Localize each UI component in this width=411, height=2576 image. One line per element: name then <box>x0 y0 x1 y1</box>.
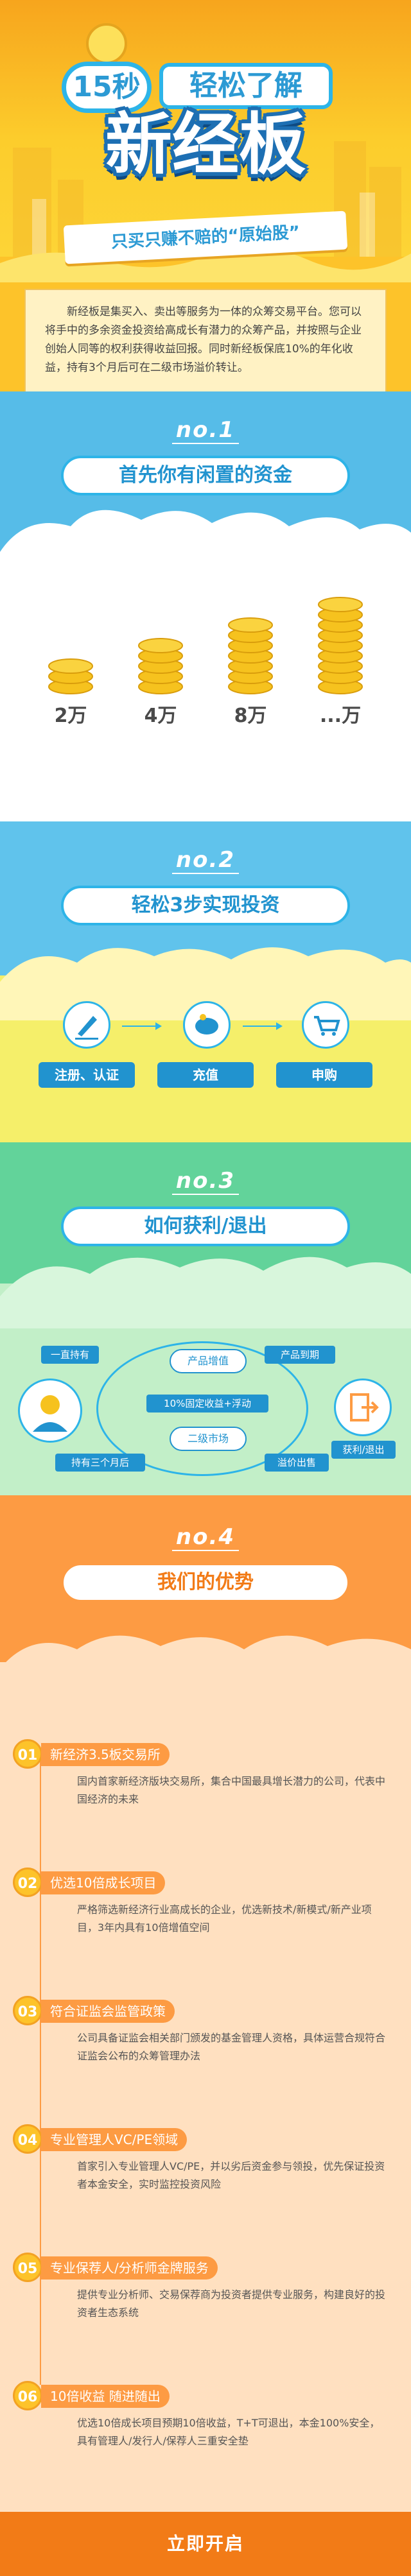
advantage-title: 专业管理人VC/PE领域 <box>41 2128 188 2151</box>
coin-stacks <box>48 597 363 694</box>
cloud-decor <box>0 248 411 282</box>
amount-label: 2万 <box>54 705 87 727</box>
advantage-title: 符合证监会监管政策 <box>41 2000 175 2023</box>
section-steps: no.2 轻松3步实现投资 注册、认证 充值 申购 <box>0 821 411 1142</box>
section-number: no.3 <box>0 1168 411 1195</box>
piggy-bank-icon <box>183 1001 231 1049</box>
arrow-right-icon <box>122 1022 162 1030</box>
timeline-line <box>40 1756 41 2385</box>
amount-label: 4万 <box>144 705 177 727</box>
section-number: no.2 <box>0 847 411 874</box>
hold-3m-label: 持有三个月后 <box>55 1454 145 1472</box>
step-recharge: 充值 <box>157 1062 254 1088</box>
advantage-number: 03 <box>13 1996 42 2025</box>
advantage-title: 专业保荐人/分析师金牌服务 <box>41 2256 218 2280</box>
premium-label: 溢价出售 <box>265 1454 329 1472</box>
advantage-number: 05 <box>13 2253 42 2282</box>
hero-decor-svg <box>0 23 411 282</box>
section-profit-exit: no.3 如何获利/退出 一直持有 持有三个月后 产品增值 产品到期 10%固定… <box>0 1142 411 1495</box>
section-title: 我们的优势 <box>61 1563 350 1602</box>
advantage-text: 提供专业分析师、交易保荐商为投资者提供专业服务，构建良好的投资者生态系统 <box>77 2288 386 2319</box>
building-decor <box>13 148 51 257</box>
section-number: no.1 <box>0 417 411 444</box>
advantage-title: 10倍收益 随进随出 <box>41 2385 170 2408</box>
hero-tagline: 轻松了解 <box>159 63 333 109</box>
advantage-text: 首家引入专业管理人VC/PE，并以劣后资金参与领投，优先保证投资者本金安全，实时… <box>77 2160 385 2190</box>
coin-stack-icon <box>48 658 93 694</box>
section-title: 轻松3步实现投资 <box>61 886 350 925</box>
amount-label: 8万 <box>234 705 267 727</box>
hero-title: 新经板 <box>105 105 306 184</box>
building-decor <box>360 193 375 257</box>
coin-stack-icon <box>228 617 273 694</box>
section-title: 如何获利/退出 <box>61 1206 350 1246</box>
profit-exit-label: 获利/退出 <box>331 1441 396 1459</box>
step-register: 注册、认证 <box>39 1062 135 1088</box>
hero-time: 15秒 <box>62 62 152 113</box>
advantage-text: 优选10倍成长项目预期10倍收益，T+T可退出，本金100%安全，具有管理人/发… <box>77 2417 380 2447</box>
flow-ring <box>96 1341 308 1476</box>
alarm-clock-icon <box>86 23 127 64</box>
section-advantages: no.4 我们的优势 01 新经济3.5板交易所 国内首家新经济版块交易所，集合… <box>0 1495 411 2576</box>
advantage-number: 01 <box>13 1739 42 1769</box>
advantage-text: 严格筛选新经济行业高成长的企业，优选新技术/新模式/新产业项目，3年内具有10倍… <box>77 1903 372 1934</box>
advantage-number: 02 <box>13 1868 42 1897</box>
building-decor <box>32 199 46 257</box>
step-subscribe: 申购 <box>276 1062 372 1088</box>
guarantee-label: 10%固定收益+浮动 <box>146 1395 268 1413</box>
advantage-number: 04 <box>13 2124 42 2154</box>
advantage-title: 优选10倍成长项目 <box>41 1871 166 1894</box>
user-avatar-icon <box>18 1378 82 1443</box>
exit-icon <box>334 1378 392 1436</box>
arrow-right-icon <box>243 1022 283 1030</box>
coin-stack-icon <box>318 597 363 694</box>
maturity-label: 产品到期 <box>265 1346 335 1364</box>
advantage-number: 06 <box>13 2381 42 2410</box>
hold-all-label: 一直持有 <box>41 1346 99 1364</box>
advantage-text: 公司具备证监会相关部门颁发的基金管理人资格，具体运营合规符合证监会公布的众筹管理… <box>77 2032 386 2062</box>
product-growth: 产品增值 <box>170 1349 247 1373</box>
advantage-text: 国内首家新经济版块交易所，集合中国最具增长潜力的公司，代表中国经济的未来 <box>77 1775 386 1805</box>
start-now-button[interactable]: 立即开启 <box>0 2512 411 2576</box>
coin-stack-icon <box>138 638 183 694</box>
secondary-market: 二级市场 <box>170 1427 247 1451</box>
advantage-title: 新经济3.5板交易所 <box>41 1743 170 1766</box>
intro-text: 新经板是集买入、卖出等服务为一体的众筹交易平台。您可以将手中的多余资金投资给高成… <box>24 289 387 391</box>
amount-label: ...万 <box>319 705 362 727</box>
cart-icon <box>302 1001 349 1049</box>
section-idle-funds: no.1 首先你有闲置的资金 <box>0 391 411 821</box>
section-number: no.4 <box>0 1524 411 1551</box>
register-icon <box>63 1001 110 1049</box>
hero-section: 15秒 轻松了解 新经板 只买只赚不赔的“原始股” 新经板是集买入、卖出等服务为… <box>0 0 411 391</box>
building-decor <box>369 167 401 257</box>
section-title: 首先你有闲置的资金 <box>61 456 350 495</box>
